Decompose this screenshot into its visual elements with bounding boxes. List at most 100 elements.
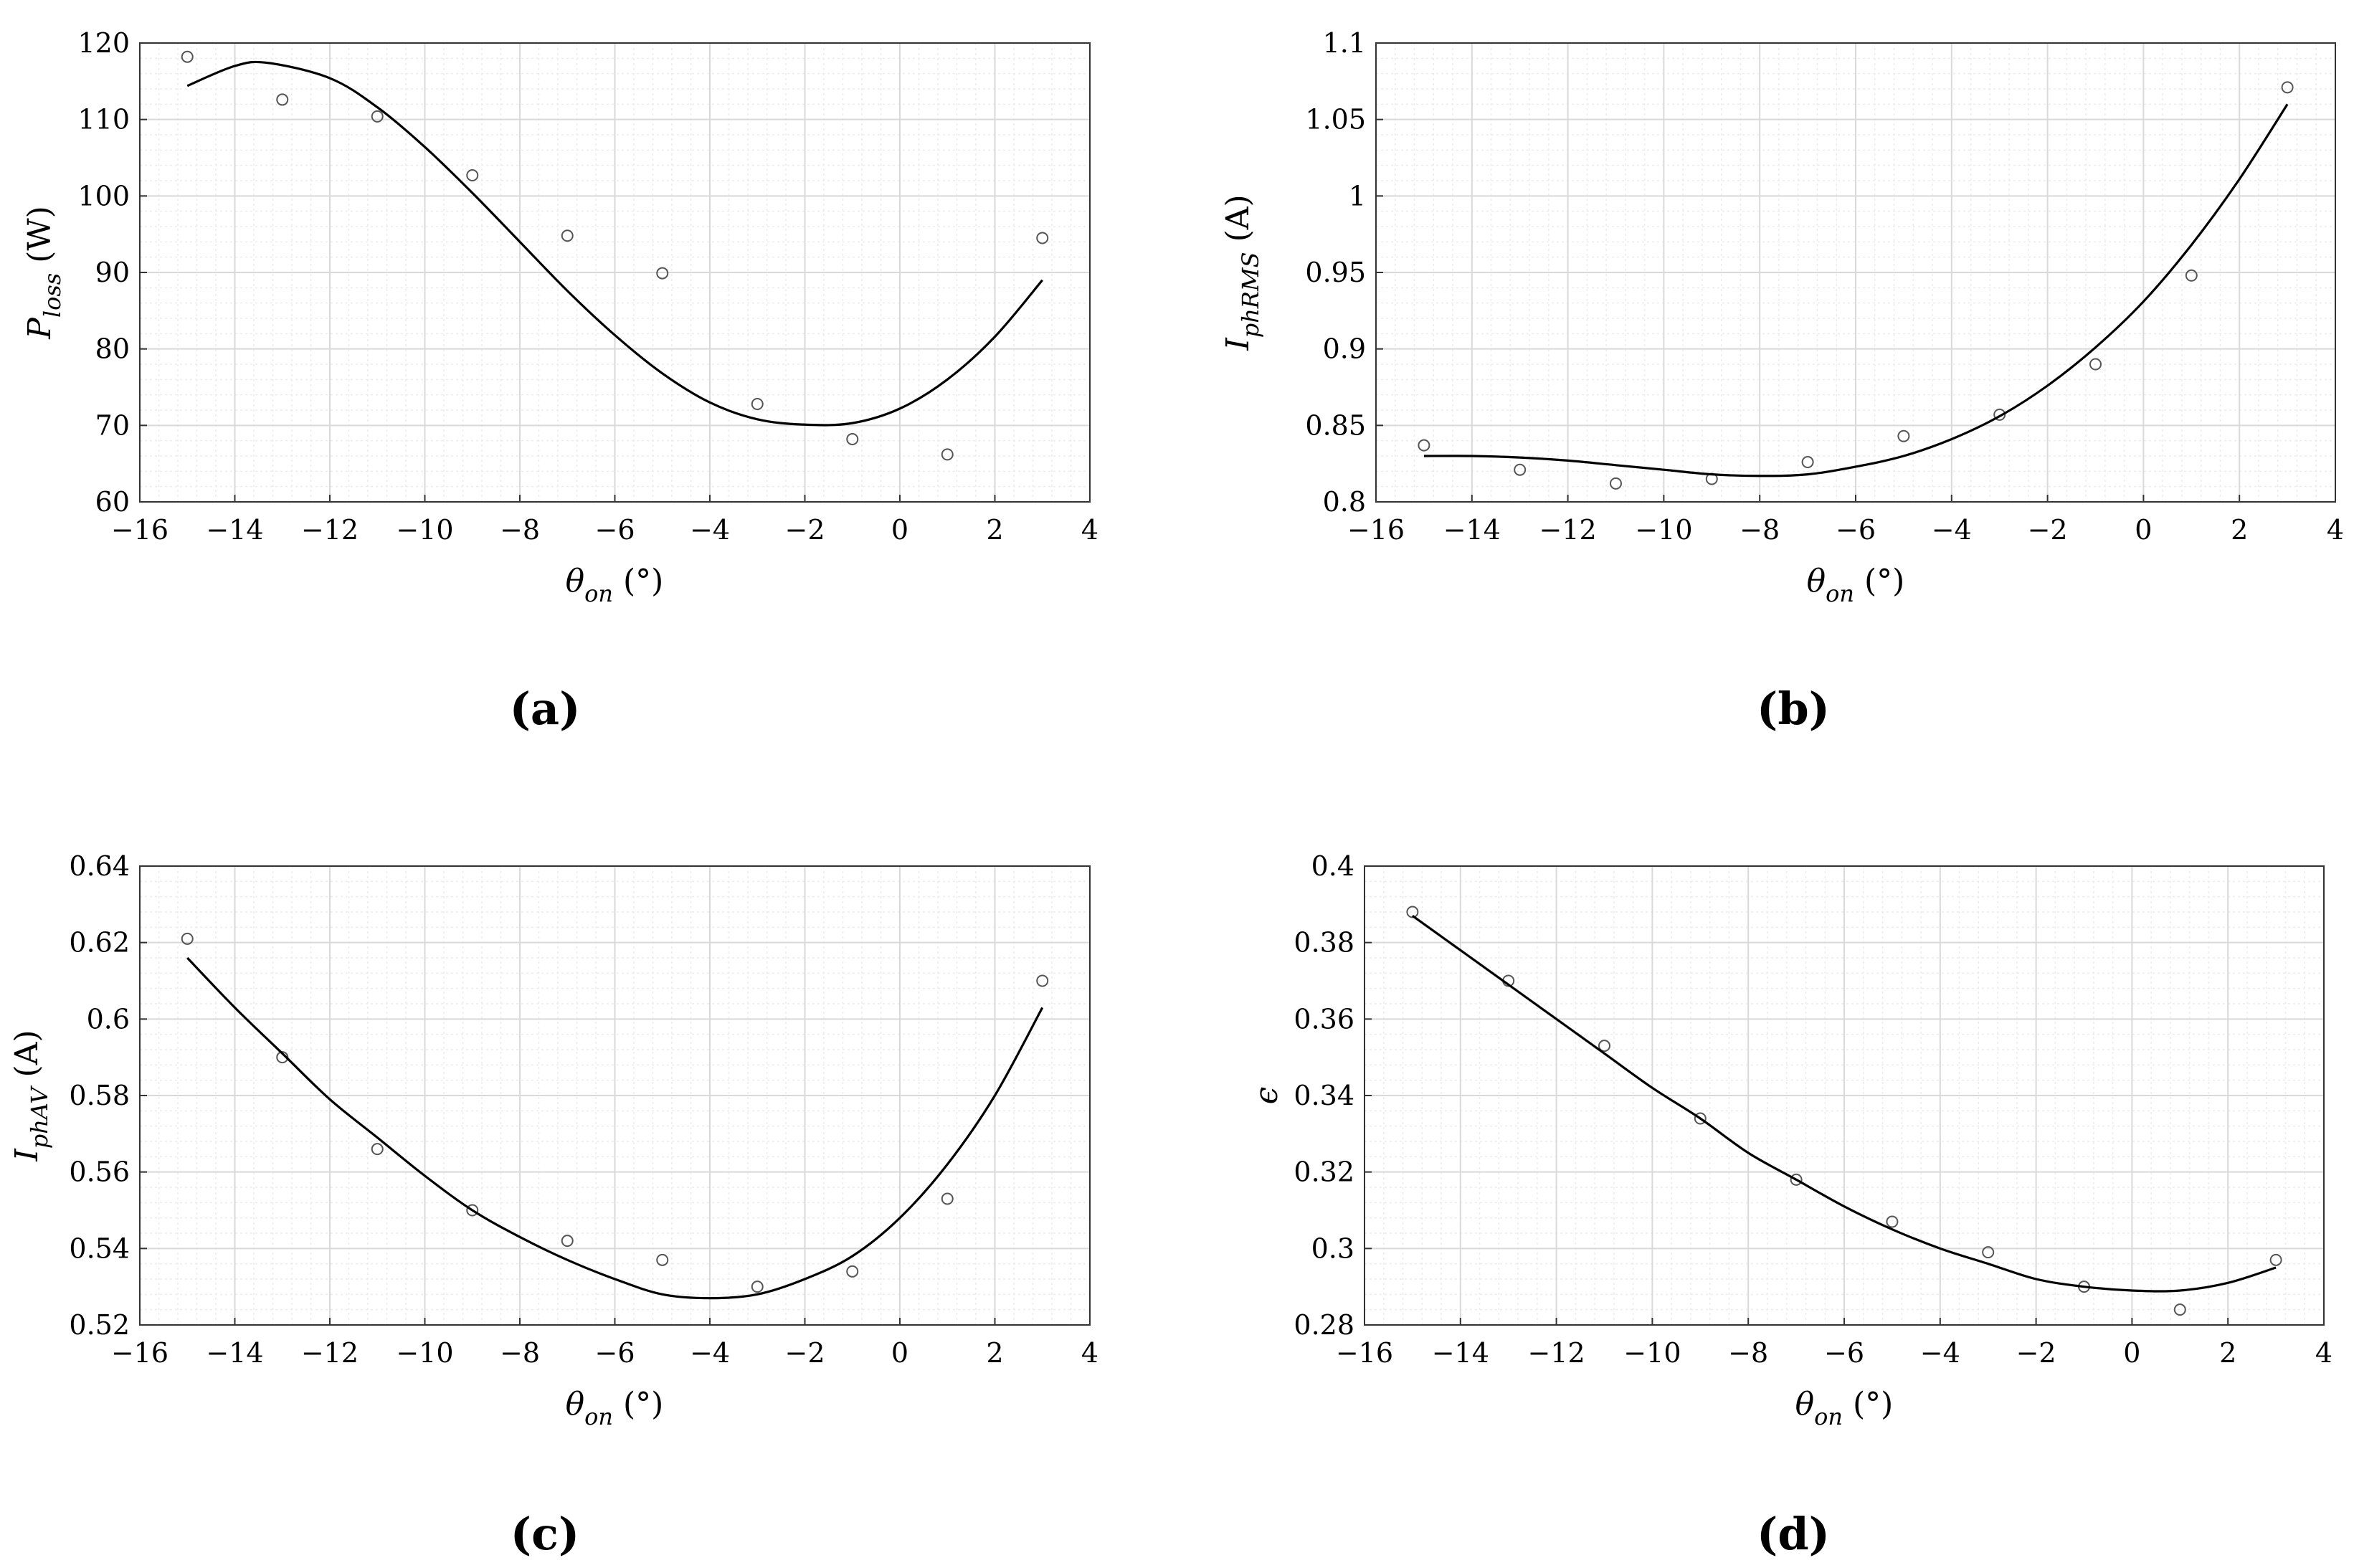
fit-curve-line [186, 60, 1043, 427]
fit-curve-line [1411, 915, 2277, 1293]
data-point-marker [1801, 456, 1814, 469]
chart-panel-c: −16 −14 −12 −10 −8 −6 −4 −2 0 2 4 0.52 0.54 0.56 0.58 0… [9, 850, 1098, 1560]
x-axis-label: θon (°) [566, 1386, 664, 1430]
x-tick-label: −8 [500, 514, 540, 546]
y-axis-label: ϵ [1248, 1087, 1285, 1105]
y-tick-label: 0.85 [1305, 409, 1366, 441]
x-tick-label: −4 [690, 514, 730, 546]
data-point-marker [656, 1253, 669, 1266]
data-point-marker [561, 229, 574, 242]
x-tick-label: −12 [301, 1337, 359, 1369]
grid-layer [139, 865, 1091, 1326]
y-tick-label: 0.32 [1294, 1156, 1354, 1188]
data-point-marker [2089, 358, 2102, 371]
x-axis-label-unit: (°) [1843, 1386, 1893, 1422]
x-axis-label-sub: on [584, 1403, 613, 1430]
x-tick-label: −12 [1527, 1337, 1585, 1369]
x-tick-label: −6 [1824, 1337, 1864, 1369]
y-axis-label-unit: (A) [1220, 194, 1256, 252]
x-tick-label: −8 [1728, 1337, 1768, 1369]
x-tick-label: 2 [2219, 1337, 2236, 1369]
x-tick-label: 0 [2123, 1337, 2140, 1369]
y-tick-label: 1.1 [1323, 27, 1366, 59]
chart-panel-b: −16 −14 −12 −10 −8 −6 −4 −2 0 2 4 0.8 0.85 0.9 0.95 1 1.… [1220, 27, 2344, 735]
grid-layer [139, 42, 1091, 503]
y-tick-label: 0.95 [1305, 257, 1366, 288]
y-tick-label: 1 [1349, 180, 1366, 212]
data-point-marker [276, 93, 289, 106]
x-tick-label: −4 [1932, 514, 1972, 546]
y-axis-label-unit: (A) [9, 1030, 45, 1087]
chart-panel-a: −16 −14 −12 −10 −8 −6 −4 −2 0 2 4 60 70 80 90 100 110 120… [22, 27, 1098, 735]
x-tick-label: 0 [891, 1337, 908, 1369]
x-tick-label: 0 [891, 514, 908, 546]
x-tick-label: −10 [1635, 514, 1692, 546]
x-tick-label: 2 [2231, 514, 2248, 546]
x-tick-label: −6 [594, 514, 635, 546]
x-axis-label: θon (°) [566, 563, 664, 607]
data-point-marker [1790, 1173, 1803, 1186]
data-point-marker [1897, 429, 1910, 442]
y-tick-label: 1.05 [1305, 104, 1366, 136]
x-tick-label: −6 [1836, 514, 1876, 546]
y-tick-label: 60 [95, 486, 130, 518]
y-axis-label-sub: phRMS [1237, 252, 1264, 338]
x-tick-label: −4 [690, 1337, 730, 1369]
data-point-marker [1406, 906, 1419, 918]
y-axis-label-main: I [9, 1148, 45, 1162]
y-tick-label: 80 [95, 333, 130, 365]
x-axis-label: θon (°) [1795, 1386, 1894, 1430]
data-point-marker [181, 932, 194, 945]
y-axis-label: Ploss (W) [22, 206, 66, 340]
tick-layer: −16 −14 −12 −10 −8 −6 −4 −2 0 2 4 0.8 0.85 0.9 0.95 1 1.… [1305, 27, 2344, 546]
x-tick-label: −14 [206, 1337, 263, 1369]
x-tick-label: 4 [1081, 1337, 1098, 1369]
data-point-marker [181, 50, 194, 63]
data-point-marker [1610, 477, 1622, 490]
x-axis-label-sub: on [1826, 580, 1854, 607]
fit-curve-line [1423, 103, 2289, 477]
y-tick-label: 0.8 [1323, 486, 1366, 518]
y-tick-label: 70 [95, 409, 130, 441]
data-point-marker [561, 1235, 574, 1248]
data-point-marker [2173, 1303, 2186, 1316]
data-point-marker [846, 433, 859, 446]
y-tick-label: 0.9 [1323, 333, 1366, 365]
y-tick-label: 0.4 [1311, 850, 1354, 882]
y-axis-label-unit: (W) [22, 206, 58, 273]
y-tick-label: 100 [77, 180, 130, 212]
y-tick-label: 0.38 [1294, 927, 1354, 959]
data-point-marker [2269, 1253, 2282, 1266]
data-point-marker [1514, 463, 1527, 476]
x-axis-label-sub: on [1814, 1403, 1843, 1430]
x-tick-label: −10 [396, 1337, 453, 1369]
data-point-marker [371, 110, 384, 123]
data-point-marker [1993, 408, 2006, 421]
data-point-marker [941, 448, 954, 461]
x-tick-label: 2 [986, 1337, 1003, 1369]
data-point-marker [1694, 1112, 1707, 1125]
x-tick-label: −14 [1443, 514, 1501, 546]
x-axis-label-main: θ [1795, 1386, 1815, 1422]
data-point-marker [751, 397, 764, 410]
panel-label: (c) [511, 1508, 579, 1560]
y-tick-label: 0.3 [1311, 1232, 1354, 1264]
y-axis-label: IphRMS (A) [1220, 194, 1264, 351]
data-point-marker [1036, 232, 1049, 244]
x-tick-label: −14 [1432, 1337, 1489, 1369]
x-tick-label: 4 [1081, 514, 1098, 546]
grid-layer [1364, 865, 2325, 1326]
y-axis-label-sub: loss [39, 273, 66, 318]
x-tick-label: −16 [111, 1337, 169, 1369]
x-tick-label: 4 [2315, 1337, 2332, 1369]
y-tick-label: 0.6 [87, 1003, 130, 1035]
x-axis-label-main: θ [566, 1386, 585, 1422]
x-axis-label-unit: (°) [613, 563, 663, 599]
x-tick-label: −16 [1336, 1337, 1393, 1369]
y-tick-label: 0.56 [69, 1156, 130, 1188]
x-axis-label-unit: (°) [613, 1386, 663, 1422]
x-tick-label: −2 [2028, 514, 2068, 546]
y-axis-label-main: I [1220, 337, 1256, 351]
x-axis-label-main: θ [566, 563, 585, 599]
x-tick-label: 0 [2135, 514, 2152, 546]
